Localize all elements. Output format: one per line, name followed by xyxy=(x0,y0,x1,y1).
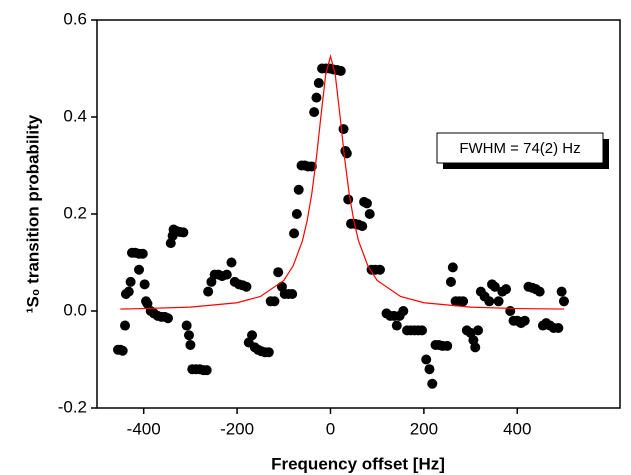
data-point xyxy=(313,78,324,89)
data-point xyxy=(357,221,368,232)
data-point xyxy=(311,92,322,103)
data-point xyxy=(201,365,212,376)
data-point xyxy=(493,296,504,307)
data-point xyxy=(445,276,456,287)
data-point xyxy=(335,65,346,76)
data-point xyxy=(269,296,280,307)
data-point xyxy=(178,227,189,238)
data-point xyxy=(391,320,402,331)
data-point xyxy=(501,284,512,295)
data-point xyxy=(534,286,545,297)
data-point xyxy=(306,161,317,172)
data-point xyxy=(556,286,567,297)
data-point xyxy=(293,184,304,195)
data-point xyxy=(203,286,214,297)
data-point xyxy=(273,267,284,278)
data-point xyxy=(519,315,530,326)
y-tick-label: 0.4 xyxy=(63,106,87,125)
data-point xyxy=(484,296,495,307)
data-point xyxy=(361,198,372,209)
data-point xyxy=(424,364,435,375)
data-point xyxy=(226,257,237,268)
data-point xyxy=(473,325,484,336)
data-point xyxy=(421,354,432,365)
data-point xyxy=(162,313,173,324)
data-point xyxy=(289,228,300,239)
y-tick-label: -0.2 xyxy=(58,397,87,416)
annotation-box xyxy=(436,132,604,164)
data-point xyxy=(417,325,428,336)
data-point xyxy=(427,378,438,389)
data-point xyxy=(241,281,252,292)
data-point xyxy=(181,320,192,331)
data-point xyxy=(458,296,469,307)
y-tick-label: 0.2 xyxy=(63,203,87,222)
data-point xyxy=(442,340,453,351)
data-point xyxy=(137,248,148,259)
data-point xyxy=(185,339,196,350)
data-point xyxy=(125,276,136,287)
data-point xyxy=(338,124,349,135)
annotation: FWHM = 74(2) Hz xyxy=(459,140,580,157)
data-point xyxy=(553,322,564,333)
plot-frame xyxy=(96,19,621,409)
data-point xyxy=(343,194,354,205)
y-tick-label: 0.6 xyxy=(63,9,87,28)
data-point xyxy=(364,209,375,219)
y-axis-label: ¹S₀ transition probability xyxy=(23,114,42,313)
data-point xyxy=(263,347,274,358)
data-point xyxy=(139,279,150,290)
x-tick-label: 200 xyxy=(410,419,438,438)
data-point xyxy=(489,281,500,292)
x-tick-label: -200 xyxy=(220,419,254,438)
data-point xyxy=(134,264,145,275)
x-tick-label: -400 xyxy=(127,419,161,438)
x-tick-label: 400 xyxy=(503,419,531,438)
data-point xyxy=(291,209,302,219)
data-point xyxy=(398,306,409,316)
data-point xyxy=(120,320,131,331)
y-tick-label: 0.0 xyxy=(63,300,87,319)
data-point xyxy=(117,345,128,356)
data-point xyxy=(470,342,481,353)
data-point xyxy=(221,269,232,280)
x-axis-label: Frequency offset [Hz] xyxy=(271,454,445,473)
data-point xyxy=(505,306,516,316)
data-point xyxy=(287,289,298,300)
fit-line xyxy=(120,54,564,310)
x-tick-label: 0 xyxy=(326,419,335,438)
data-point xyxy=(447,262,458,273)
data-point xyxy=(123,286,134,297)
data-point xyxy=(183,330,194,341)
data-point xyxy=(309,107,320,118)
data-point xyxy=(558,296,569,307)
data-point xyxy=(247,330,258,341)
data-point xyxy=(374,264,385,275)
